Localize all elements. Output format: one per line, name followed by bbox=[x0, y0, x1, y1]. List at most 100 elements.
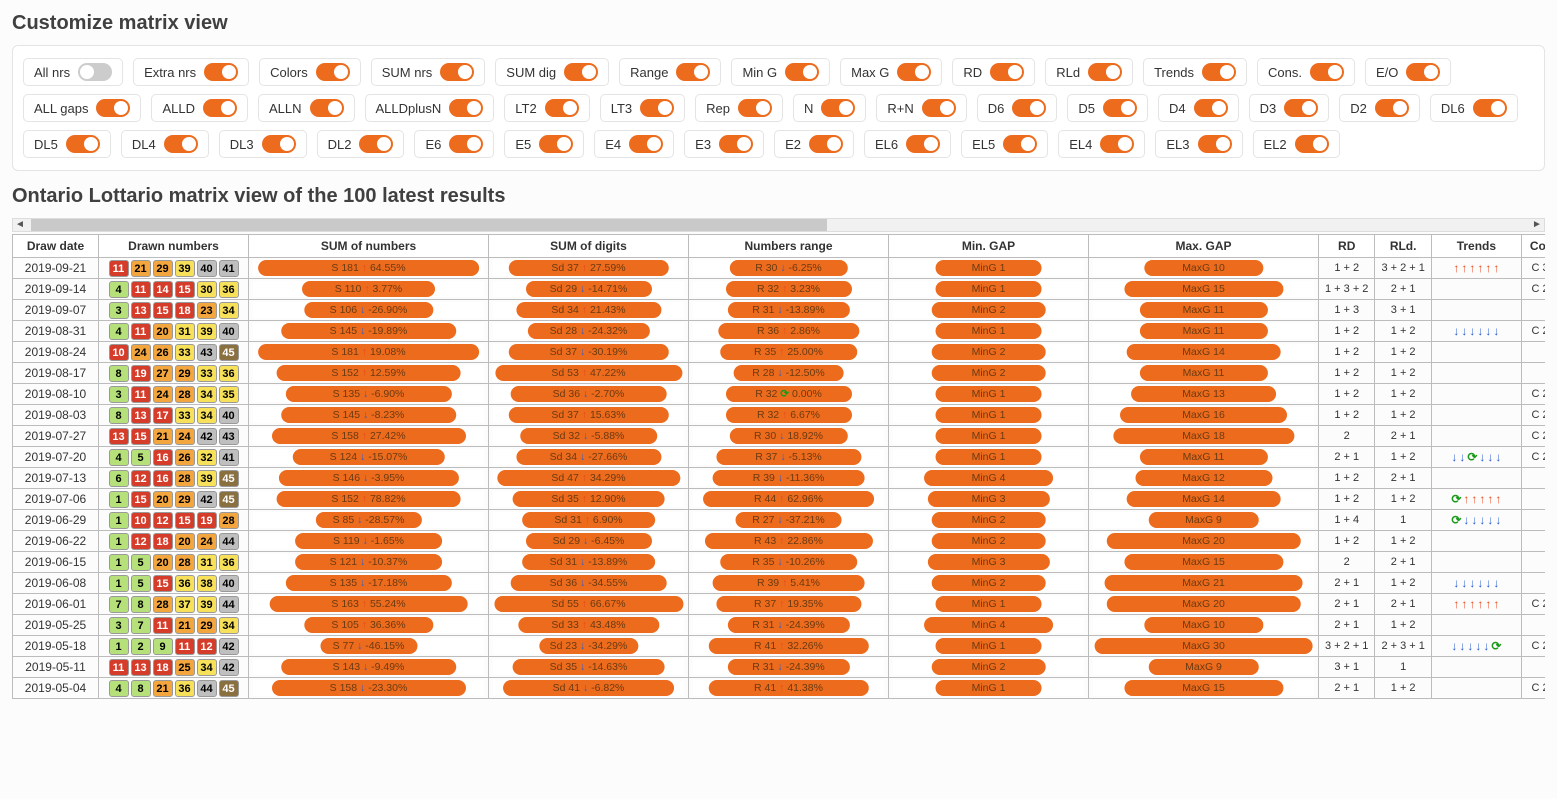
toggle-dl4[interactable]: DL4 bbox=[121, 130, 209, 158]
toggle-switch[interactable] bbox=[96, 99, 130, 117]
toggle-switch[interactable] bbox=[359, 135, 393, 153]
toggle-switch[interactable] bbox=[204, 63, 238, 81]
toggle-all-nrs[interactable]: All nrs bbox=[23, 58, 123, 86]
toggle-n[interactable]: N bbox=[793, 94, 866, 122]
toggle-switch[interactable] bbox=[1003, 135, 1037, 153]
toggle-r-n[interactable]: R+N bbox=[876, 94, 966, 122]
toggle-switch[interactable] bbox=[629, 135, 663, 153]
toggle-switch[interactable] bbox=[78, 63, 112, 81]
number-ball: 15 bbox=[153, 302, 173, 319]
rld-cell: 1 bbox=[1375, 657, 1431, 678]
toggle-switch[interactable] bbox=[539, 135, 573, 153]
toggle-switch[interactable] bbox=[897, 63, 931, 81]
toggle-el6[interactable]: EL6 bbox=[864, 130, 951, 158]
rd-cell: 1 + 2 bbox=[1319, 405, 1375, 426]
toggle-switch[interactable] bbox=[1310, 63, 1344, 81]
toggle-switch[interactable] bbox=[785, 63, 819, 81]
toggle-switch[interactable] bbox=[719, 135, 753, 153]
toggle-el5[interactable]: EL5 bbox=[961, 130, 1048, 158]
toggle-alld[interactable]: ALLD bbox=[151, 94, 248, 122]
toggle-switch[interactable] bbox=[809, 135, 843, 153]
toggle-el3[interactable]: EL3 bbox=[1155, 130, 1242, 158]
toggle-switch[interactable] bbox=[449, 99, 483, 117]
toggle-switch[interactable] bbox=[1295, 135, 1329, 153]
toggle-switch[interactable] bbox=[1198, 135, 1232, 153]
toggle-switch[interactable] bbox=[203, 99, 237, 117]
toggle-colors[interactable]: Colors bbox=[259, 58, 361, 86]
toggle-switch[interactable] bbox=[449, 135, 483, 153]
toggle-switch[interactable] bbox=[262, 135, 296, 153]
toggle-d5[interactable]: D5 bbox=[1067, 94, 1148, 122]
trends-cell bbox=[1431, 678, 1521, 699]
number-ball: 11 bbox=[109, 260, 129, 277]
rld-cell: 1 + 2 bbox=[1375, 531, 1431, 552]
toggle-e2[interactable]: E2 bbox=[774, 130, 854, 158]
toggle-alln[interactable]: ALLN bbox=[258, 94, 355, 122]
range-bar: R 36 ↑ 2.86% bbox=[689, 321, 889, 342]
toggle-sum-nrs[interactable]: SUM nrs bbox=[371, 58, 486, 86]
toggle-switch[interactable] bbox=[1100, 135, 1134, 153]
sumd-bar: Sd 31 ↓ -13.89% bbox=[489, 552, 689, 573]
toggle-switch[interactable] bbox=[676, 63, 710, 81]
toggle-max-g[interactable]: Max G bbox=[840, 58, 942, 86]
toggle-dl3[interactable]: DL3 bbox=[219, 130, 307, 158]
toggle-e-o[interactable]: E/O bbox=[1365, 58, 1451, 86]
horizontal-scrollbar[interactable]: ◄ ► bbox=[12, 218, 1545, 232]
toggle-e4[interactable]: E4 bbox=[594, 130, 674, 158]
toggle-el4[interactable]: EL4 bbox=[1058, 130, 1145, 158]
toggle-switch[interactable] bbox=[316, 63, 350, 81]
toggle-switch[interactable] bbox=[990, 63, 1024, 81]
toggle-switch[interactable] bbox=[738, 99, 772, 117]
toggle-lt2[interactable]: LT2 bbox=[504, 94, 589, 122]
toggle-switch[interactable] bbox=[1406, 63, 1440, 81]
toggle-switch[interactable] bbox=[922, 99, 956, 117]
toggle-el2[interactable]: EL2 bbox=[1253, 130, 1340, 158]
toggle-all-gaps[interactable]: ALL gaps bbox=[23, 94, 141, 122]
toggle-alldplusn[interactable]: ALLDplusN bbox=[365, 94, 495, 122]
toggle-switch[interactable] bbox=[66, 135, 100, 153]
scroll-left-arrow[interactable]: ◄ bbox=[13, 219, 27, 231]
toggle-switch[interactable] bbox=[1284, 99, 1318, 117]
range-bar: R 41 ↑ 41.38% bbox=[689, 678, 889, 699]
toggle-switch[interactable] bbox=[1202, 63, 1236, 81]
toggle-switch[interactable] bbox=[310, 99, 344, 117]
toggle-lt3[interactable]: LT3 bbox=[600, 94, 685, 122]
toggle-switch[interactable] bbox=[906, 135, 940, 153]
toggle-switch[interactable] bbox=[564, 63, 598, 81]
toggle-e3[interactable]: E3 bbox=[684, 130, 764, 158]
toggle-switch[interactable] bbox=[440, 63, 474, 81]
toggle-extra-nrs[interactable]: Extra nrs bbox=[133, 58, 249, 86]
toggle-d6[interactable]: D6 bbox=[977, 94, 1058, 122]
toggle-rep[interactable]: Rep bbox=[695, 94, 783, 122]
toggle-min-g[interactable]: Min G bbox=[731, 58, 830, 86]
toggle-dl6[interactable]: DL6 bbox=[1430, 94, 1518, 122]
toggle-label: N bbox=[804, 101, 813, 116]
toggle-dl2[interactable]: DL2 bbox=[317, 130, 405, 158]
toggle-switch[interactable] bbox=[545, 99, 579, 117]
scroll-right-arrow[interactable]: ► bbox=[1530, 219, 1544, 231]
toggle-rd[interactable]: RD bbox=[952, 58, 1035, 86]
toggle-e5[interactable]: E5 bbox=[504, 130, 584, 158]
trend-arrow: ↓ bbox=[1495, 450, 1501, 464]
toggle-d4[interactable]: D4 bbox=[1158, 94, 1239, 122]
toggle-e6[interactable]: E6 bbox=[414, 130, 494, 158]
toggle-switch[interactable] bbox=[1375, 99, 1409, 117]
toggle-switch[interactable] bbox=[640, 99, 674, 117]
toggle-rld[interactable]: RLd bbox=[1045, 58, 1133, 86]
number-ball: 11 bbox=[153, 617, 173, 634]
toggle-switch[interactable] bbox=[1194, 99, 1228, 117]
scroll-thumb[interactable] bbox=[31, 219, 827, 231]
toggle-switch[interactable] bbox=[1012, 99, 1046, 117]
toggle-trends[interactable]: Trends bbox=[1143, 58, 1247, 86]
toggle-switch[interactable] bbox=[164, 135, 198, 153]
toggle-d3[interactable]: D3 bbox=[1249, 94, 1330, 122]
toggle-range[interactable]: Range bbox=[619, 58, 721, 86]
toggle-switch[interactable] bbox=[821, 99, 855, 117]
toggle-sum-dig[interactable]: SUM dig bbox=[495, 58, 609, 86]
toggle-switch[interactable] bbox=[1088, 63, 1122, 81]
toggle-switch[interactable] bbox=[1103, 99, 1137, 117]
toggle-dl5[interactable]: DL5 bbox=[23, 130, 111, 158]
toggle-d2[interactable]: D2 bbox=[1339, 94, 1420, 122]
toggle-cons-[interactable]: Cons. bbox=[1257, 58, 1355, 86]
toggle-switch[interactable] bbox=[1473, 99, 1507, 117]
